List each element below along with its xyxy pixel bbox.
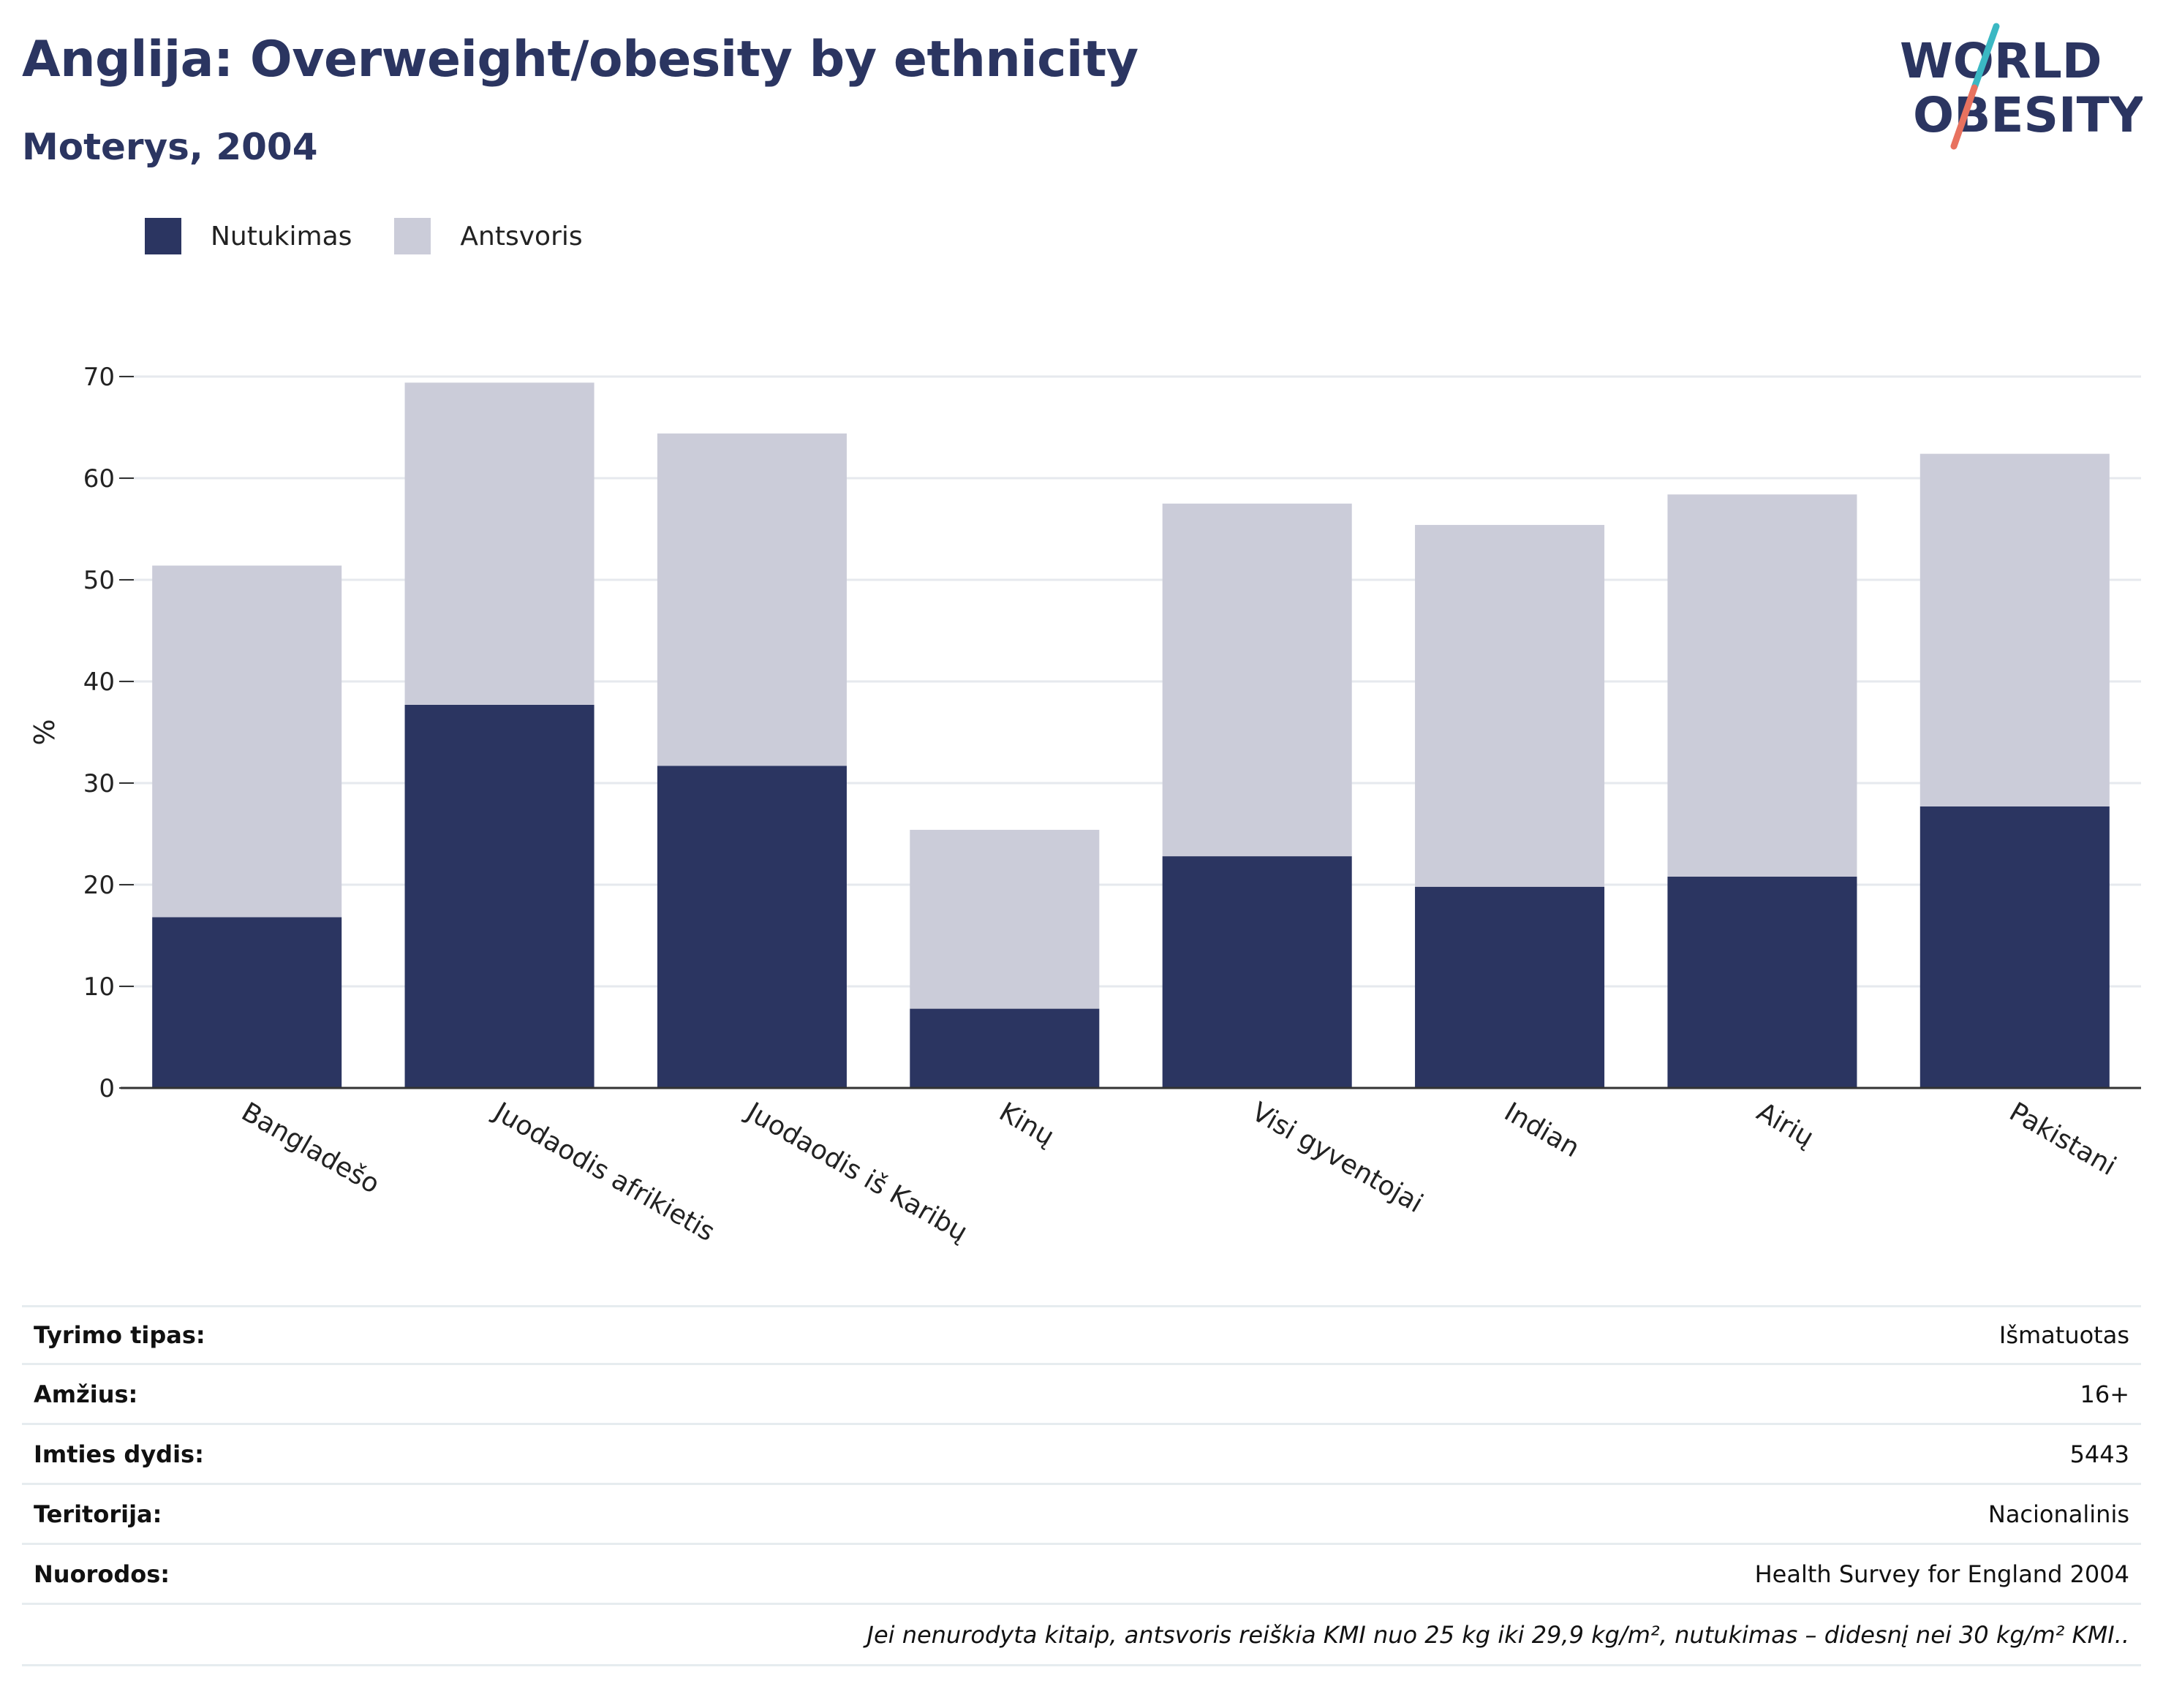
stacked-bar-chart: 0 10 20 30 40 50 60 70% Bangladešo Juodaodis afri…: [29, 363, 2141, 1247]
y-tick-label: 40: [83, 668, 115, 697]
bar-overweight: [1919, 453, 2110, 806]
footnote-text: Jei nenurodyta kitaip, antsvoris reiškia…: [867, 1620, 2130, 1649]
y-tick-label: 50: [83, 566, 115, 595]
logo-slash-top: [1971, 23, 2000, 91]
info-value: Nacionalinis: [1988, 1500, 2129, 1528]
y-tick-label: 0: [99, 1074, 115, 1103]
legend-item-overweight[interactable]: Antsvoris: [394, 218, 583, 254]
chart-legend: Nutukimas Antsvoris: [145, 218, 625, 254]
chart-title: Anglija: Overweight/obesity by ethnicity: [22, 31, 1139, 88]
bar-obesity: [1415, 886, 1605, 1088]
y-tick-label: 10: [83, 972, 115, 1002]
info-row-sample-size: Imties dydis: 5443: [22, 1425, 2141, 1485]
legend-swatch-overweight: [394, 218, 431, 254]
info-row-territory: Teritorija: Nacionalinis: [22, 1485, 2141, 1545]
info-row-references: Nuorodos: Health Survey for England 2004: [22, 1545, 2141, 1605]
info-key: Teritorija:: [34, 1500, 162, 1528]
info-value: Išmatuotas: [1998, 1321, 2129, 1349]
definition-footnote: Jei nenurodyta kitaip, antsvoris reiškia…: [22, 1605, 2141, 1666]
bar-obesity: [657, 766, 847, 1088]
x-tick-label: Juodaodis iš Karibų: [740, 1096, 973, 1247]
info-value: 16+: [2080, 1380, 2129, 1408]
info-key: Nuorodos:: [34, 1560, 170, 1588]
info-key: Amžius:: [34, 1380, 138, 1408]
bar-overweight: [657, 433, 847, 766]
bar-obesity: [910, 1008, 1100, 1088]
world-obesity-logo: WORLD OBESITY: [1900, 23, 2143, 150]
legend-item-obesity[interactable]: Nutukimas: [145, 218, 352, 254]
y-tick-label: 60: [83, 464, 115, 494]
y-tick-label: 30: [83, 769, 115, 798]
bar-overweight: [1667, 494, 1857, 877]
info-row-age: Amžius: 16+: [22, 1365, 2141, 1425]
info-value: Health Survey for England 2004: [1754, 1560, 2129, 1588]
bar-obesity: [1667, 876, 1857, 1088]
x-tick-label: Kinų: [994, 1097, 1059, 1152]
bar-obesity: [404, 704, 594, 1088]
y-tick-label: 70: [83, 363, 115, 392]
bar-obesity: [1162, 856, 1352, 1088]
bar-overweight: [910, 829, 1100, 1009]
bar-obesity: [1919, 806, 2110, 1088]
info-value: 5443: [2069, 1440, 2129, 1468]
bar-overweight: [1415, 524, 1605, 887]
legend-label-overweight: Antsvoris: [460, 221, 583, 252]
logo-slash-bottom: [1950, 84, 1978, 150]
x-tick-label: Juodaodis afrikietis: [488, 1096, 720, 1247]
y-axis-label: %: [29, 719, 61, 745]
bar-overweight: [1162, 503, 1352, 857]
x-tick-label: Bangladešo: [236, 1097, 385, 1200]
bar-overweight: [152, 565, 342, 918]
logo-word-world: WORLD: [1900, 33, 2102, 89]
legend-swatch-obesity: [145, 218, 181, 254]
y-tick-label: 20: [83, 871, 115, 900]
bar-obesity: [152, 917, 342, 1088]
info-row-survey-type: Tyrimo tipas: Išmatuotas: [22, 1305, 2141, 1365]
legend-label-obesity: Nutukimas: [211, 221, 352, 252]
x-tick-label: Pakistani: [2004, 1097, 2121, 1182]
chart-subtitle: Moterys, 2004: [22, 126, 318, 168]
logo-word-obesity: OBESITY: [1913, 87, 2143, 143]
x-tick-label: Indian: [1499, 1097, 1585, 1163]
bar-overweight: [404, 382, 594, 705]
info-key: Imties dydis:: [34, 1440, 204, 1468]
x-tick-label: Visi gyventojai: [1247, 1097, 1428, 1219]
x-tick-label: Airių: [1751, 1097, 1819, 1153]
survey-info-table: Tyrimo tipas: Išmatuotas Amžius: 16+ Imt…: [22, 1305, 2141, 1666]
info-key: Tyrimo tipas:: [34, 1321, 205, 1349]
